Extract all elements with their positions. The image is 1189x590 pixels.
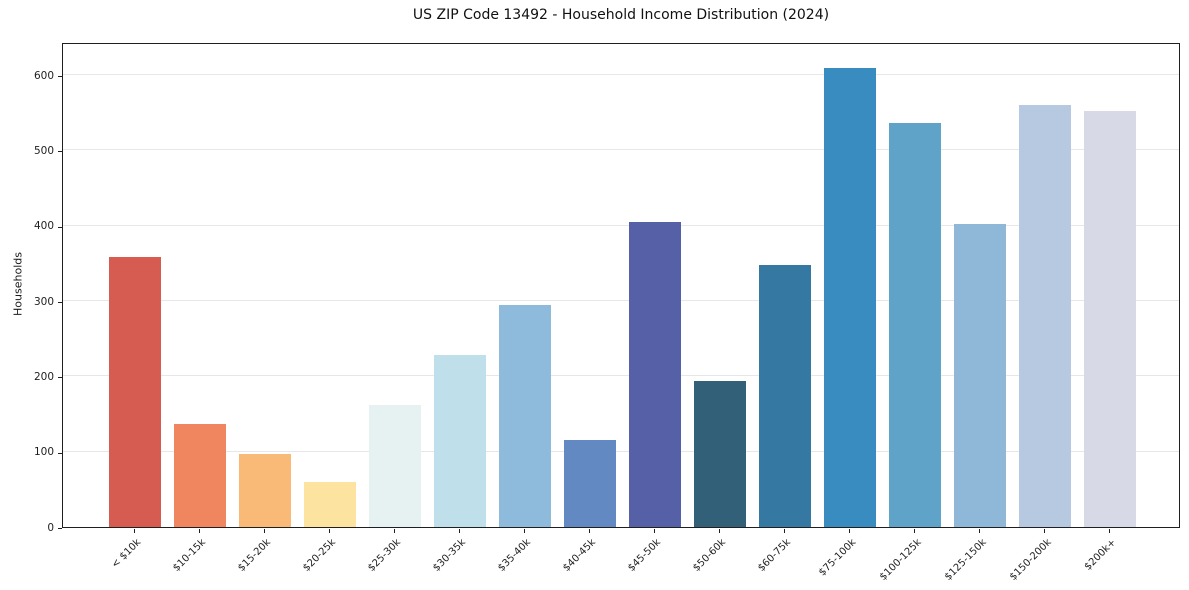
gridline (63, 375, 1179, 377)
bar-$30-35k (433, 355, 486, 527)
y-tick-mark (58, 528, 62, 529)
x-tick-mark (198, 529, 200, 533)
x-tick-mark (978, 529, 980, 533)
y-tick-label: 500 (33, 144, 54, 157)
x-tick-label: < $10k (109, 537, 144, 571)
bar-$75-100k (823, 68, 876, 527)
bar-$15-20k (238, 454, 291, 527)
x-tick-label: $10-15k (171, 537, 209, 574)
bar-$45-50k (628, 222, 681, 527)
y-tick-mark (58, 151, 62, 153)
y-tick-label: 400 (33, 220, 54, 233)
x-tick-label: $20-25k (301, 537, 339, 574)
bar-$20-25k (303, 482, 356, 527)
x-tick-label: $15-20k (236, 537, 274, 574)
bar-$40-45k (563, 440, 616, 527)
x-tick-mark (263, 529, 265, 533)
y-tick-mark (58, 76, 62, 78)
y-tick-mark (58, 302, 62, 304)
x-tick-label: $60-75k (756, 537, 794, 574)
x-tick-mark (1043, 529, 1045, 533)
x-tick-mark (133, 529, 135, 533)
x-tick-label: $45-50k (626, 537, 664, 574)
gridline (63, 74, 1179, 76)
y-tick-label: 600 (33, 69, 54, 82)
y-tick-mark (58, 226, 62, 228)
x-tick-mark (913, 529, 915, 533)
y-tick-label: 300 (33, 295, 54, 308)
x-tick-label: $40-45k (561, 537, 599, 574)
x-tick-label: $200k+ (1082, 537, 1119, 573)
bar-$200k+ (1083, 111, 1136, 527)
y-tick-label: 200 (33, 370, 54, 383)
x-tick-label: $25-30k (366, 537, 404, 574)
bar-$125-150k (953, 224, 1006, 527)
gridline (63, 149, 1179, 151)
x-tick-mark (653, 529, 655, 533)
y-tick-mark (58, 452, 62, 454)
x-tick-label: $30-35k (431, 537, 469, 574)
x-tick-mark (1108, 529, 1110, 533)
y-tick-mark (58, 377, 62, 379)
x-tick-label: $100-125k (877, 537, 924, 583)
x-tick-label: $125-150k (942, 537, 989, 583)
x-tick-mark (783, 529, 785, 533)
bar-$35-40k (498, 305, 551, 527)
x-tick-mark (328, 529, 330, 533)
x-tick-mark (848, 529, 850, 533)
y-tick-label: 100 (33, 446, 54, 459)
x-tick-label: $35-40k (496, 537, 534, 574)
bar-< $10k (108, 257, 161, 527)
x-tick-label: $150-200k (1007, 537, 1054, 583)
gridline (63, 300, 1179, 302)
bar-$10-15k (173, 424, 226, 527)
x-tick-mark (523, 529, 525, 533)
gridline (63, 224, 1179, 226)
bar-$50-60k (693, 381, 746, 527)
chart-title: US ZIP Code 13492 - Household Income Dis… (412, 7, 830, 23)
x-tick-mark (393, 529, 395, 533)
x-tick-mark (718, 529, 720, 533)
bar-$25-30k (368, 405, 421, 527)
bar-$150-200k (1018, 105, 1071, 527)
x-tick-label: $50-60k (691, 537, 729, 574)
x-tick-mark (588, 529, 590, 533)
plot-area (62, 43, 1180, 528)
x-tick-label: $75-100k (816, 537, 859, 579)
gridline (63, 450, 1179, 452)
y-tick-label: 0 (47, 521, 54, 534)
bar-$100-125k (888, 123, 941, 527)
bar-$60-75k (758, 265, 811, 527)
x-tick-mark (458, 529, 460, 533)
